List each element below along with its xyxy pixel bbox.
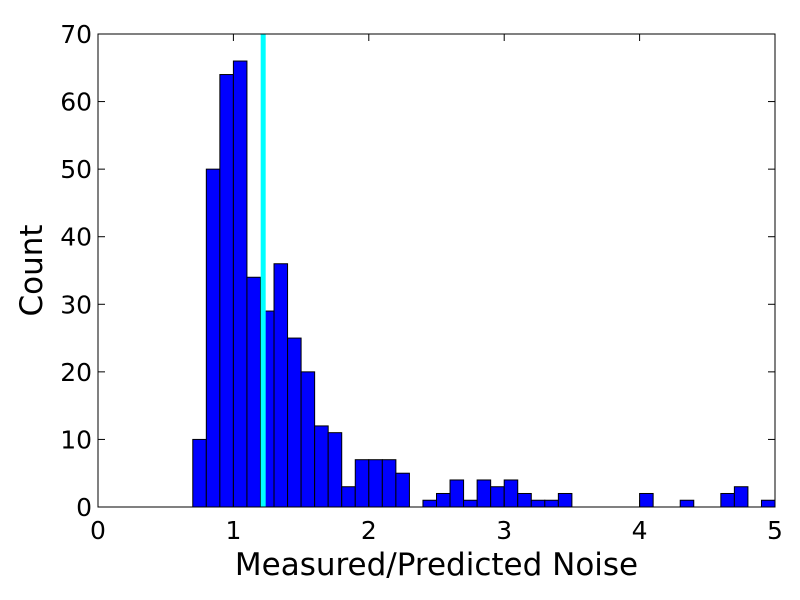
histogram-bar bbox=[273, 263, 289, 508]
histogram-bar bbox=[544, 499, 559, 508]
x-tick-label: 3 bbox=[496, 516, 512, 545]
histogram-bar bbox=[219, 74, 234, 508]
x-tick-label: 1 bbox=[225, 516, 241, 545]
histogram-bar bbox=[530, 499, 546, 508]
histogram-bar bbox=[476, 479, 492, 508]
x-tick-label: 4 bbox=[632, 516, 648, 545]
histogram-bar bbox=[463, 499, 478, 508]
y-axis-label: Count bbox=[14, 224, 50, 316]
histogram-bar bbox=[557, 492, 573, 508]
histogram-bar bbox=[679, 499, 695, 508]
histogram-bar bbox=[422, 499, 437, 508]
y-tick-label: 20 bbox=[60, 358, 92, 387]
histogram-bar bbox=[395, 472, 410, 508]
x-tick-label: 5 bbox=[767, 516, 783, 545]
histogram-bar bbox=[192, 438, 207, 508]
histogram-bar bbox=[449, 479, 465, 508]
histogram-bar bbox=[436, 492, 451, 508]
histogram-bar bbox=[760, 499, 776, 508]
histogram-bar bbox=[232, 60, 248, 508]
histogram-bar bbox=[639, 492, 654, 508]
histogram-bar bbox=[517, 492, 532, 508]
histogram-bar bbox=[354, 459, 370, 508]
histogram-bar bbox=[733, 486, 749, 508]
y-tick-label: 30 bbox=[60, 290, 92, 319]
histogram-bar bbox=[314, 425, 329, 508]
y-tick-label: 70 bbox=[60, 20, 92, 49]
histogram-bar bbox=[720, 492, 735, 508]
histogram-bar bbox=[287, 337, 302, 508]
y-tick-label: 60 bbox=[60, 88, 92, 117]
x-tick-label: 0 bbox=[90, 516, 106, 545]
y-tick-label: 40 bbox=[60, 223, 92, 252]
histogram-bar bbox=[341, 486, 356, 508]
x-axis-ticks: 0 1 2 3 4 5 bbox=[90, 34, 783, 545]
histogram-bar bbox=[368, 459, 383, 508]
y-tick-label: 10 bbox=[60, 425, 92, 454]
bars-group bbox=[192, 60, 776, 508]
x-axis-label: Measured/Predicted Noise bbox=[235, 547, 638, 583]
histogram-bar bbox=[490, 486, 505, 508]
histogram-bar bbox=[300, 371, 316, 508]
histogram-bar bbox=[381, 459, 397, 508]
histogram-bar bbox=[205, 168, 221, 508]
plot-frame bbox=[97, 33, 776, 508]
y-tick-label: 50 bbox=[60, 155, 92, 184]
histogram-bar bbox=[246, 276, 261, 508]
y-tick-label: 0 bbox=[76, 493, 92, 522]
histogram-bar bbox=[503, 479, 519, 508]
histogram-bar bbox=[327, 432, 343, 508]
y-axis-ticks: 0 10 20 30 40 50 60 70 bbox=[60, 20, 775, 522]
x-tick-label: 2 bbox=[361, 516, 377, 545]
